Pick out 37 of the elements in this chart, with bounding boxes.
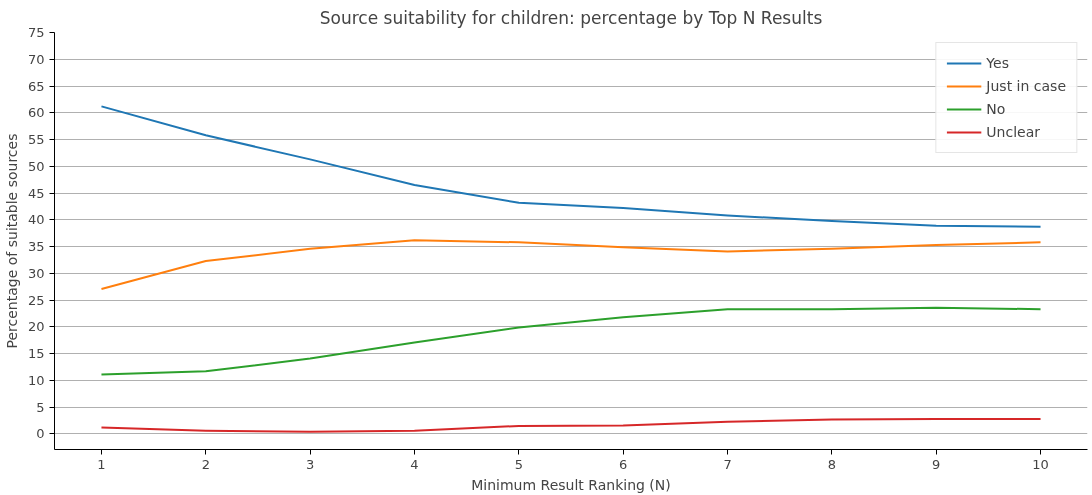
legend-label: No xyxy=(986,101,1007,117)
x-tick-label: 8 xyxy=(827,456,836,472)
y-tick-label: 55 xyxy=(27,132,45,148)
x-tick-label: 9 xyxy=(932,456,941,472)
x-tick-label: 1 xyxy=(97,456,106,472)
line-series xyxy=(100,417,1042,433)
x-tick-label: 6 xyxy=(619,456,628,472)
y-tick-label: 0 xyxy=(36,426,45,442)
y-tick-label: 75 xyxy=(27,25,45,40)
x-tick-label: 4 xyxy=(410,456,419,472)
legend-label: Just in case xyxy=(986,78,1066,94)
y-tick-label: 35 xyxy=(27,239,45,255)
y-tick-label: 20 xyxy=(27,319,45,335)
y-tick-label: 15 xyxy=(27,346,45,362)
line-series xyxy=(100,239,1042,290)
y-tick-label: 40 xyxy=(27,212,45,228)
chart-title: Source suitability for children: percentage by Top N Results xyxy=(319,7,823,28)
x-tick-label: 10 xyxy=(1032,456,1049,472)
x-tick-label: 2 xyxy=(201,456,210,472)
y-tick-label: 70 xyxy=(27,51,45,67)
legend-label: Yes xyxy=(986,55,1009,71)
legend-label: Unclear xyxy=(986,124,1041,140)
y-tick-label: 10 xyxy=(27,372,45,388)
x-tick-label: 3 xyxy=(306,456,315,472)
line-series xyxy=(100,105,1042,228)
y-tick-label: 65 xyxy=(27,78,45,94)
y-tick-label: 60 xyxy=(27,105,45,121)
y-tick-label: 50 xyxy=(27,158,45,174)
y-tick-label: 45 xyxy=(27,185,45,201)
y-tick-label: 25 xyxy=(27,292,45,308)
x-axis-title: Minimum Result Ranking (N) xyxy=(471,476,671,493)
x-tick-label: 5 xyxy=(514,456,523,472)
y-tick-label: 30 xyxy=(27,265,45,281)
y-tick-label: 5 xyxy=(36,399,45,415)
x-tick-label: 7 xyxy=(723,456,732,472)
line-series xyxy=(100,306,1042,376)
y-axis-title: Percentage of suitable sources xyxy=(3,133,20,349)
